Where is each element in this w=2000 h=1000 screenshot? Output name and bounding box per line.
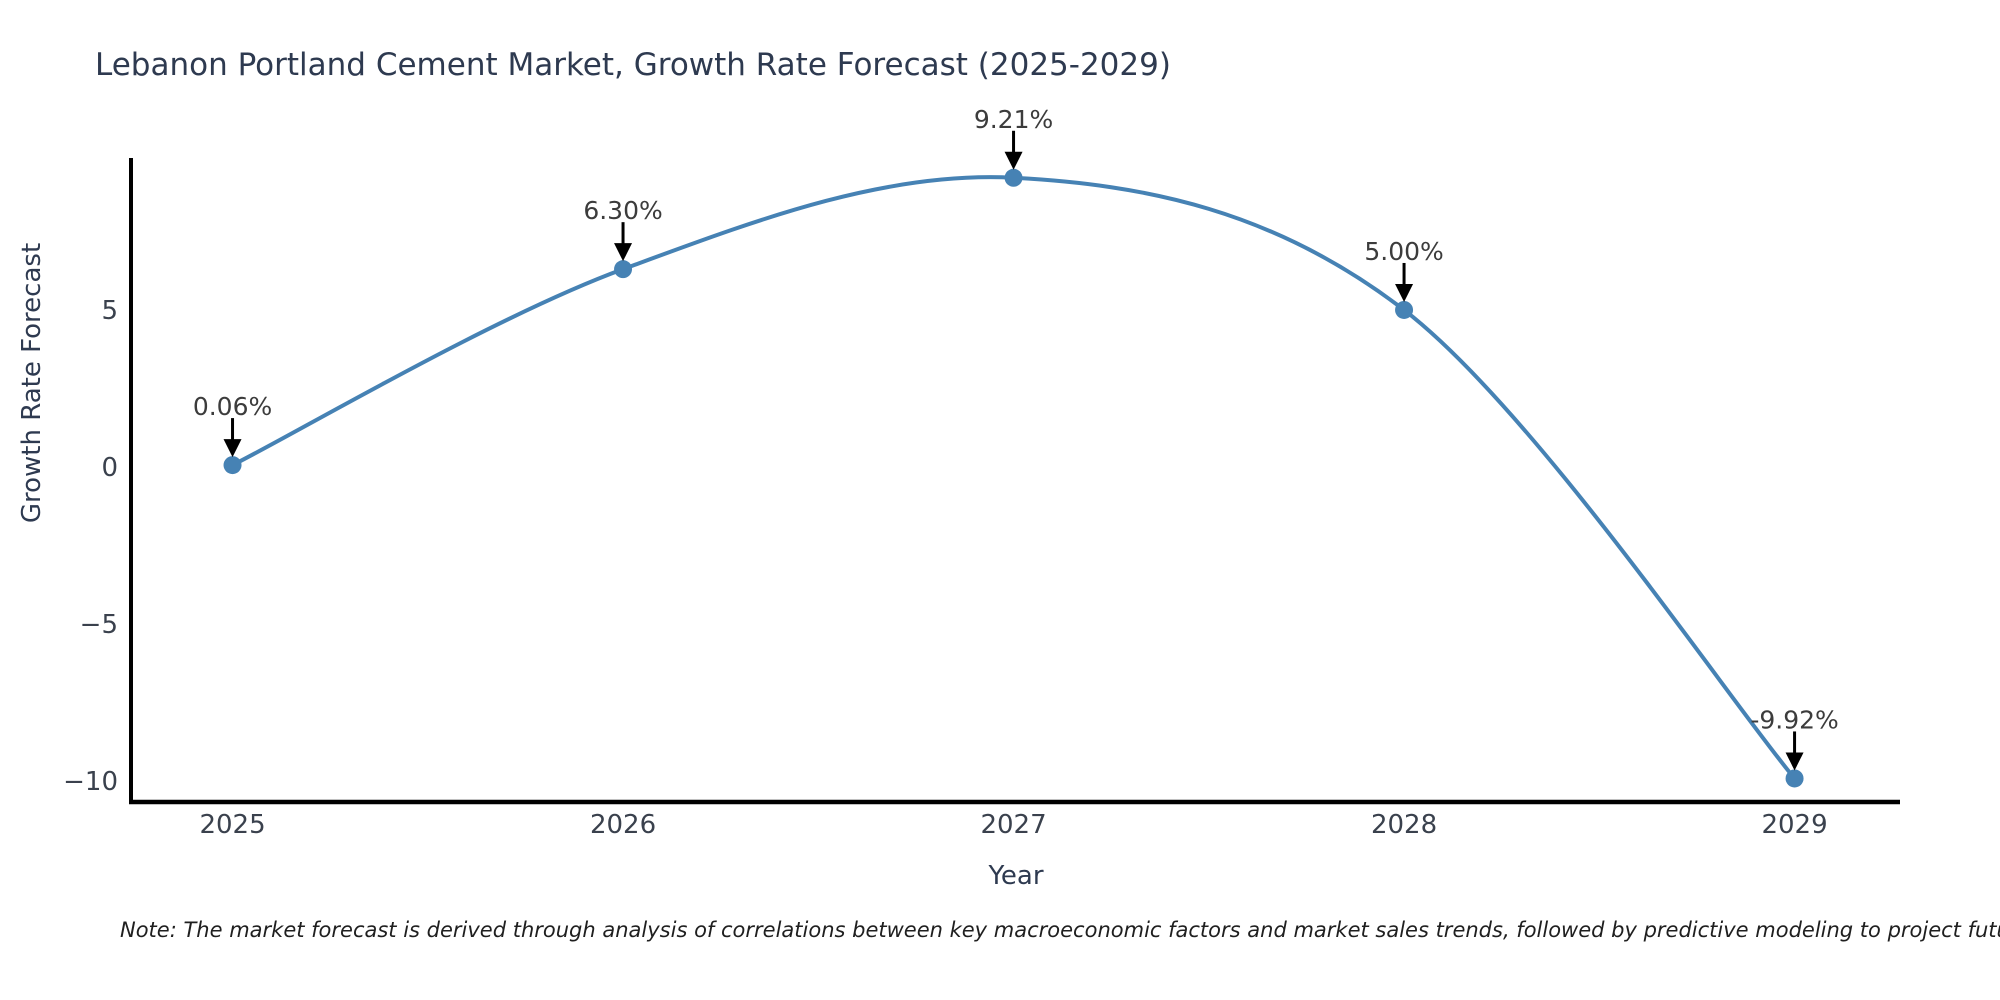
x-tick-label: 2029: [1761, 810, 1827, 840]
annotation-arrowhead-icon: [223, 439, 242, 458]
data-point-marker: [614, 260, 633, 279]
x-tick-label: 2028: [1371, 810, 1437, 840]
data-point-label: 6.30%: [583, 196, 662, 225]
annotation-arrowhead-icon: [614, 243, 633, 262]
data-point-marker: [1004, 168, 1023, 187]
data-point-label: 5.00%: [1364, 237, 1443, 266]
data-point-label: -9.92%: [1750, 705, 1838, 734]
x-tick-label: 2025: [199, 810, 265, 840]
forecast-line: [230, 175, 1797, 781]
x-axis-title: Year: [988, 861, 1044, 891]
chart-title: Lebanon Portland Cement Market, Growth R…: [95, 47, 1171, 83]
y-tick-label: 0: [101, 453, 118, 483]
x-tick-label: 2027: [980, 810, 1046, 840]
data-point-marker: [1785, 769, 1804, 788]
annotation-arrowhead-icon: [1004, 151, 1023, 170]
y-tick-label: 5: [101, 296, 118, 326]
annotation-arrowhead-icon: [1785, 752, 1804, 771]
data-point-label: 0.06%: [193, 392, 272, 421]
y-tick-label: −5: [80, 610, 118, 640]
data-point-marker: [223, 456, 242, 475]
data-point-label: 9.21%: [974, 105, 1053, 134]
y-tick-label: −10: [63, 767, 118, 797]
data-point-marker: [1395, 300, 1414, 319]
footnote: Note: The market forecast is derived thr…: [120, 918, 2000, 942]
x-tick-label: 2026: [590, 810, 656, 840]
annotation-arrowhead-icon: [1395, 283, 1414, 302]
